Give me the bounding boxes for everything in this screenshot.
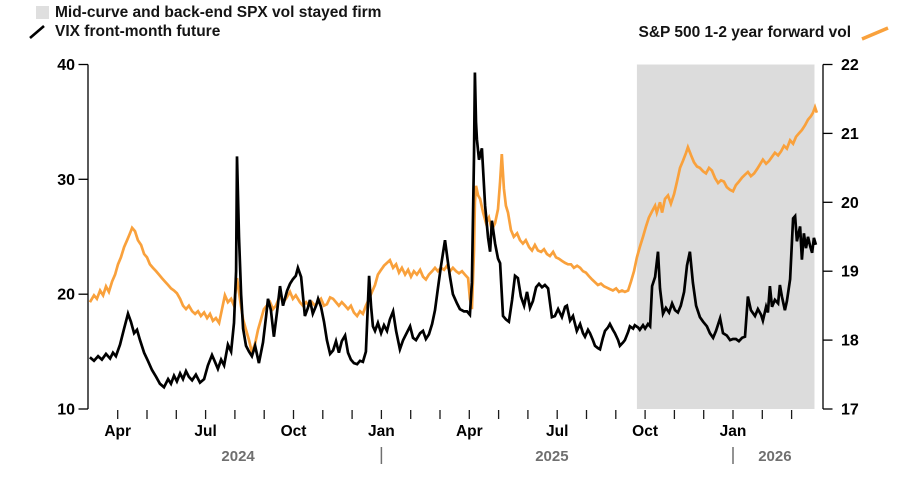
month-label: Oct	[281, 423, 307, 440]
legend-forward-vol: S&P 500 1-2 year forward vol	[638, 24, 890, 42]
month-label: Apr	[456, 423, 483, 440]
year-label: 2024	[221, 448, 255, 465]
right-axis-tick-label: 19	[841, 264, 859, 281]
legend-left: Mid-curve and back-end SPX vol stayed fi…	[28, 3, 381, 41]
right-axis-tick-label: 20	[841, 195, 859, 212]
year-label: 2026	[758, 448, 791, 465]
shaded-forecast-band	[636, 64, 815, 409]
month-label: Jan	[368, 423, 395, 440]
right-axis-tick-label: 21	[841, 126, 859, 143]
month-label: Apr	[104, 423, 131, 440]
legend-vix-label: VIX front-month future	[55, 22, 221, 40]
legend-shaded-region: Mid-curve and back-end SPX vol stayed fi…	[28, 3, 381, 22]
legend-forward-vol-label: S&P 500 1-2 year forward vol	[638, 24, 851, 41]
left-axis-tick-label: 30	[57, 172, 75, 189]
orange-slash-icon	[861, 26, 889, 41]
right-axis-tick-label: 17	[841, 402, 859, 419]
shaded-region-swatch-icon	[36, 6, 49, 19]
year-label: 2025	[535, 448, 568, 465]
month-label: Jan	[720, 423, 747, 440]
right-axis-tick-label: 18	[841, 333, 859, 350]
series-forward-vol-line	[88, 103, 819, 358]
month-label: Jul	[194, 423, 216, 440]
left-axis-tick-label: 20	[57, 287, 75, 304]
month-label: Oct	[632, 423, 658, 440]
black-slash-icon	[29, 24, 45, 39]
legend-shaded-label: Mid-curve and back-end SPX vol stayed fi…	[55, 3, 382, 21]
right-axis-tick-label: 22	[841, 57, 859, 74]
legend-vix: VIX front-month future	[28, 22, 381, 41]
series-vix-line	[89, 72, 818, 390]
month-label: Jul	[546, 423, 568, 440]
left-axis-tick-label: 10	[57, 402, 75, 419]
left-axis-tick-label: 40	[57, 57, 75, 74]
